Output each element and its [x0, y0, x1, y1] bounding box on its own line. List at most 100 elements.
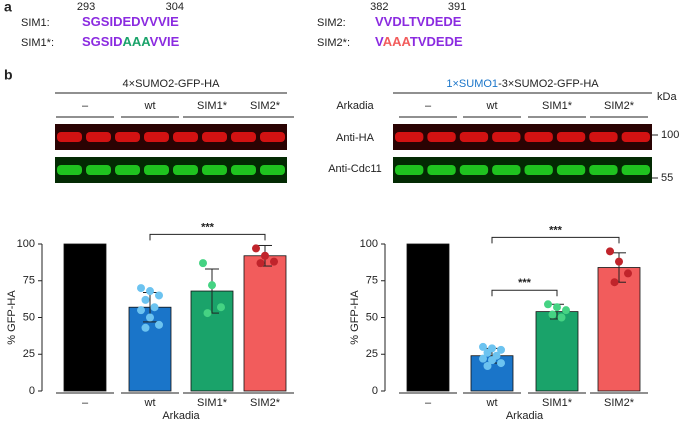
- x-tick-label: SIM1*: [197, 397, 228, 409]
- blot-band: [395, 132, 424, 142]
- lane-label: SIM1*: [197, 100, 228, 112]
- y-tick-label: 25: [366, 348, 378, 360]
- sequence-part: SGSIDEDVVVIE: [82, 14, 179, 29]
- blot-band: [115, 165, 140, 175]
- data-point: [137, 306, 145, 315]
- sequence-name: SIM2:: [317, 17, 346, 29]
- blot-band: [144, 165, 169, 175]
- significance-label: ***: [549, 224, 563, 236]
- data-point: [261, 251, 269, 260]
- sequence: VVDLTVDEDE: [375, 14, 462, 29]
- blot-row-label: Anti-Cdc11: [328, 163, 382, 175]
- data-point: [544, 300, 552, 309]
- x-axis-label: Arkadia: [506, 410, 544, 421]
- data-point: [155, 320, 163, 329]
- blot-band: [57, 165, 82, 175]
- x-tick-label: –: [82, 397, 89, 409]
- panel-label: b: [4, 67, 13, 83]
- y-tick-label: 50: [366, 311, 378, 323]
- data-point: [610, 278, 619, 287]
- data-point: [146, 313, 154, 322]
- blot-band: [427, 165, 456, 175]
- data-point: [141, 295, 150, 304]
- data-point: [146, 287, 154, 296]
- panel-label: a: [4, 0, 12, 15]
- blot-band: [556, 165, 586, 175]
- blot-band: [86, 132, 111, 142]
- blot-band: [556, 132, 586, 142]
- blot-band: [621, 165, 650, 175]
- x-axis-label: Arkadia: [162, 410, 200, 421]
- x-tick-label: SIM2*: [604, 397, 635, 409]
- blot-band: [144, 132, 169, 142]
- sequence-part: TVDEDE: [410, 34, 463, 49]
- significance-bracket: [491, 289, 558, 297]
- significance-label: ***: [518, 277, 532, 289]
- sequence-name: SIM1*:: [21, 37, 54, 49]
- significance-label: ***: [201, 221, 215, 233]
- sequence-part: VVDLTVDEDE: [375, 14, 462, 29]
- blot-band: [202, 165, 227, 175]
- sequence-part: SGSID: [82, 34, 122, 49]
- data-point: [137, 284, 145, 293]
- blot-band: [524, 132, 553, 142]
- blot-band: [492, 132, 521, 142]
- residue-number: 304: [166, 1, 184, 13]
- sequence-part: AAA: [383, 34, 412, 49]
- x-tick-label: SIM1*: [542, 397, 573, 409]
- lane-label: –: [82, 100, 89, 112]
- blot-header-part: -3×SUMO2-GFP-HA: [498, 78, 599, 90]
- data-point: [256, 259, 265, 268]
- data-point: [557, 313, 566, 322]
- data-point: [548, 310, 557, 319]
- blot-header: 4×SUMO2-GFP-HA: [123, 78, 221, 90]
- lane-label: SIM2*: [604, 100, 635, 112]
- data-point: [199, 259, 207, 268]
- data-point: [155, 291, 163, 300]
- data-point: [203, 309, 212, 318]
- bar: [597, 267, 641, 392]
- blot-band: [459, 132, 489, 142]
- lane-label: wt: [144, 100, 156, 112]
- blot-header-part: 1×SUMO1: [446, 78, 498, 90]
- data-point: [479, 342, 487, 351]
- data-point: [562, 306, 570, 315]
- sequence-name: SIM2*:: [317, 37, 350, 49]
- data-point: [615, 257, 623, 266]
- sequence-name: SIM1:: [21, 17, 50, 29]
- bar: [535, 311, 579, 392]
- blot-row-label: Anti-HA: [336, 132, 375, 144]
- x-tick-label: –: [425, 397, 432, 409]
- data-point: [483, 348, 492, 357]
- data-point: [497, 359, 505, 368]
- y-axis-label: % GFP-HA: [349, 290, 361, 345]
- data-point: [483, 362, 492, 371]
- y-tick-label: 100: [17, 238, 35, 250]
- sequence: SGSIDEDVVVIE: [82, 14, 179, 29]
- data-point: [497, 345, 505, 354]
- y-tick-label: 50: [23, 311, 35, 323]
- blot-band: [115, 132, 140, 142]
- blot-band: [589, 165, 618, 175]
- data-point: [479, 354, 487, 363]
- blot-band: [621, 132, 650, 142]
- significance-bracket: [491, 236, 620, 244]
- blot-band: [173, 132, 198, 142]
- residue-number: 391: [448, 1, 466, 13]
- bar: [406, 243, 450, 392]
- blot-band: [202, 132, 227, 142]
- bar: [243, 255, 287, 392]
- lane-label: SIM1*: [542, 100, 573, 112]
- lane-label: SIM2*: [250, 100, 281, 112]
- significance-bracket: [149, 233, 266, 241]
- data-point: [606, 247, 614, 256]
- lane-label: wt: [486, 100, 498, 112]
- sequence-part: V: [375, 34, 384, 49]
- blot-band: [231, 132, 256, 142]
- kda-label: kDa: [657, 91, 677, 103]
- x-tick-label: wt: [486, 397, 498, 409]
- blot-band: [395, 165, 424, 175]
- y-tick-label: 0: [372, 385, 378, 397]
- blot-band: [231, 165, 256, 175]
